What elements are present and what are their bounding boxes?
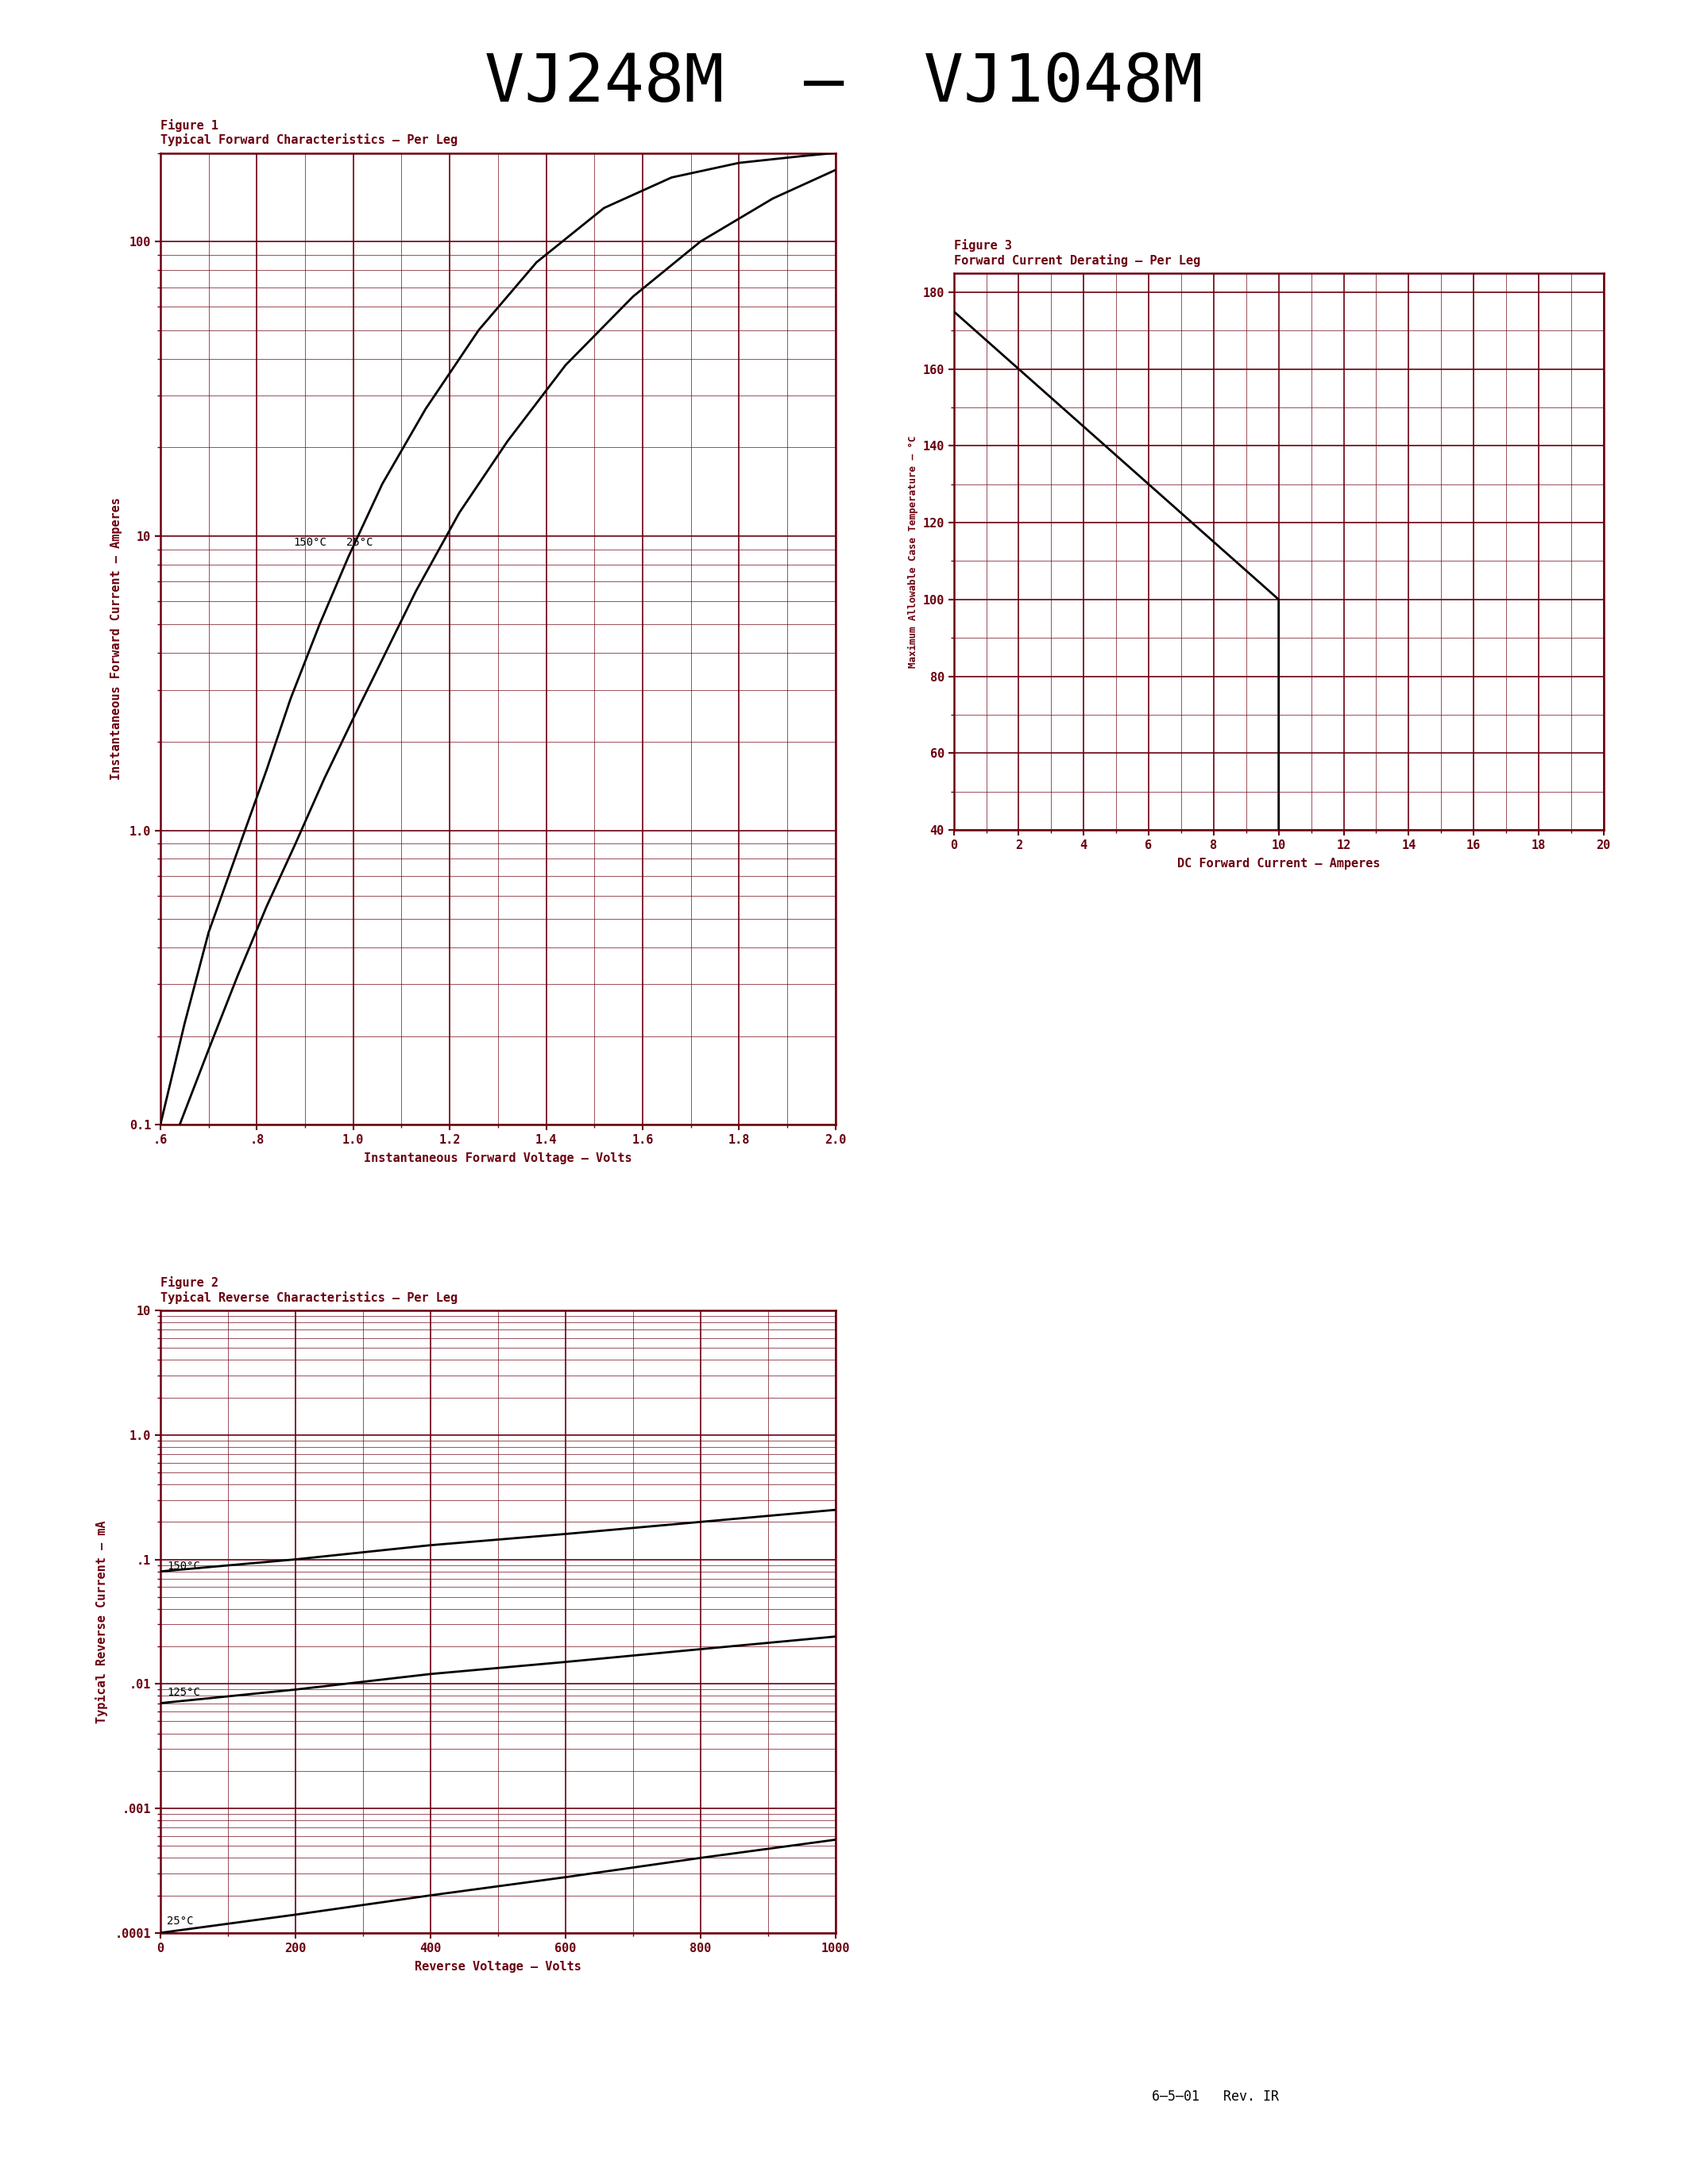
Text: 6–5–01   Rev. IR: 6–5–01 Rev. IR [1151,2090,1280,2103]
Text: 25°C: 25°C [346,537,373,548]
Text: 125°C: 125°C [167,1686,201,1699]
X-axis label: Reverse Voltage – Volts: Reverse Voltage – Volts [415,1961,581,1972]
Text: Figure 1
Typical Forward Characteristics – Per Leg: Figure 1 Typical Forward Characteristics… [160,118,457,146]
Y-axis label: Typical Reverse Current – mA: Typical Reverse Current – mA [96,1520,108,1723]
Y-axis label: Instantaneous Forward Current – Amperes: Instantaneous Forward Current – Amperes [111,498,123,780]
Text: Figure 2
Typical Reverse Characteristics – Per Leg: Figure 2 Typical Reverse Characteristics… [160,1275,457,1304]
Text: 150°C: 150°C [294,537,326,548]
Text: VJ248M  –  VJ1048M: VJ248M – VJ1048M [484,50,1204,116]
Text: 150°C: 150°C [167,1562,201,1572]
X-axis label: DC Forward Current – Amperes: DC Forward Current – Amperes [1177,858,1381,869]
Y-axis label: Maximum Allowable Case Temperature – °C: Maximum Allowable Case Temperature – °C [908,435,918,668]
Text: 25°C: 25°C [167,1915,194,1926]
Text: Figure 3
Forward Current Derating – Per Leg: Figure 3 Forward Current Derating – Per … [954,238,1200,266]
X-axis label: Instantaneous Forward Voltage – Volts: Instantaneous Forward Voltage – Volts [365,1153,631,1164]
